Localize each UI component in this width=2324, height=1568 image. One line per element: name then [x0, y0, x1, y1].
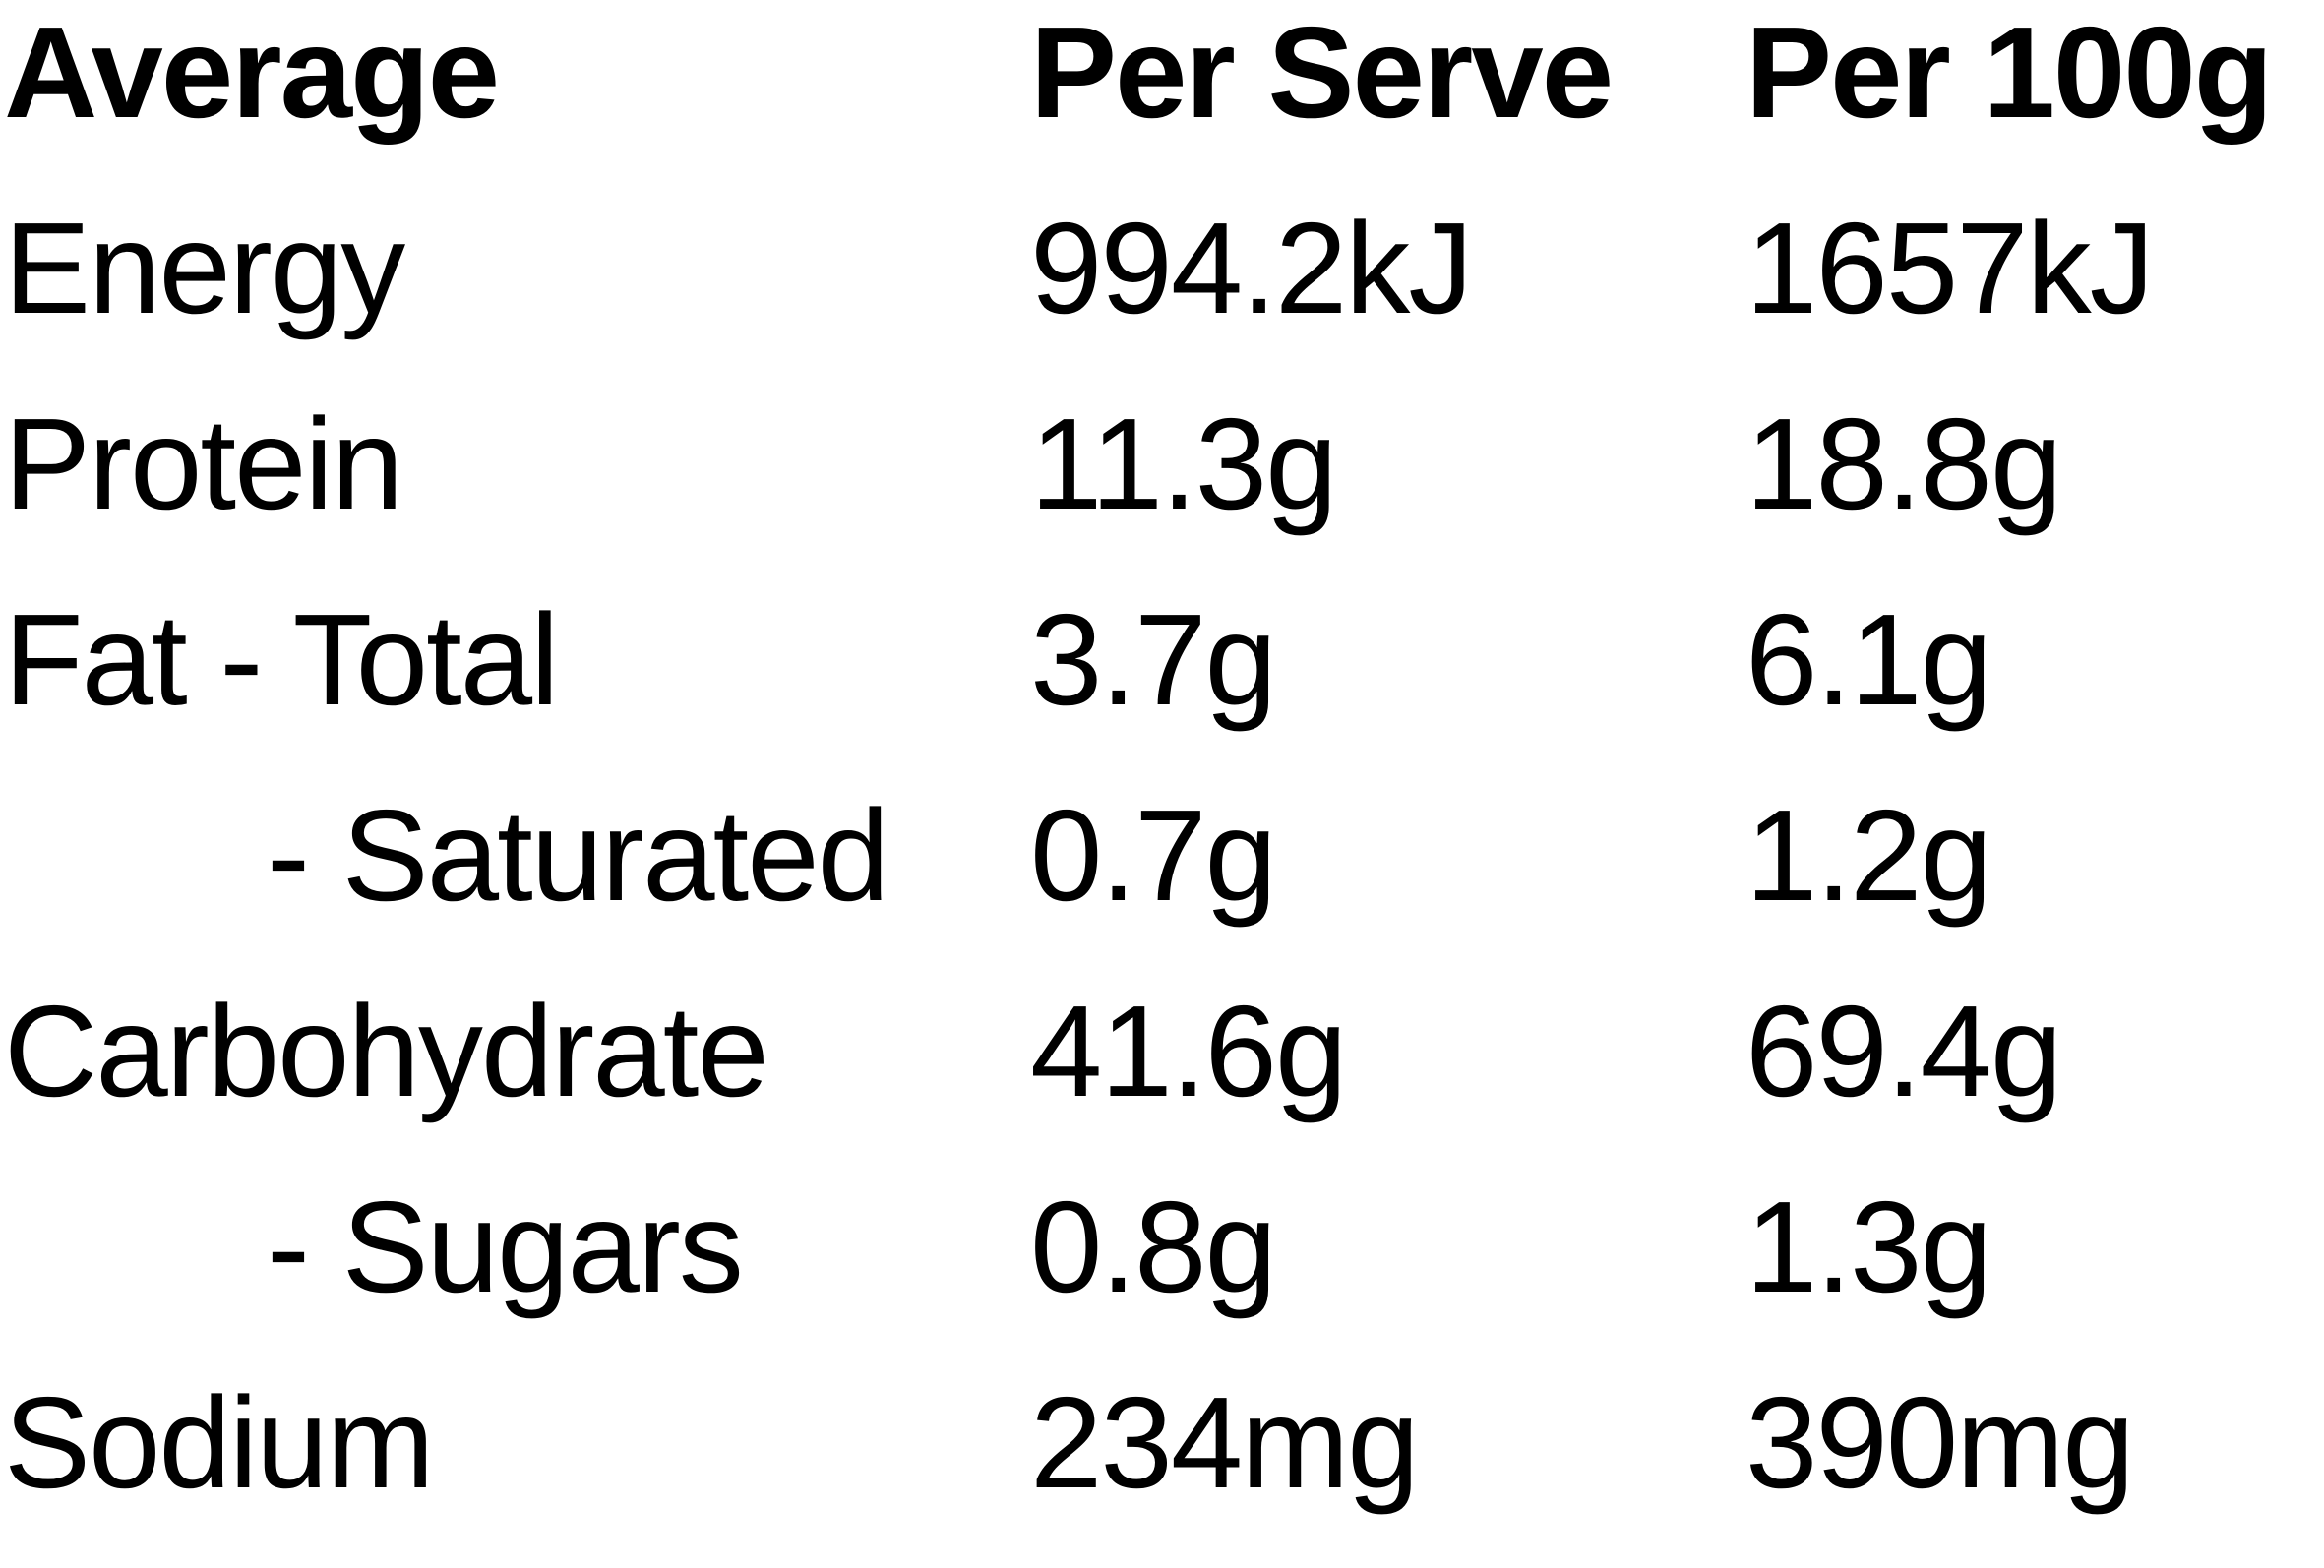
row-label: Sodium — [4, 1370, 435, 1515]
value-cell: 3.7g — [1030, 587, 1277, 732]
value-cell: 6.1g — [1745, 587, 1992, 732]
row-label: Fat - Total — [4, 587, 559, 732]
value-cell: 69.4g — [1745, 979, 2062, 1123]
header-cell: Per Serve — [1030, 0, 1614, 145]
value-cell: 994.2kJ — [1030, 196, 1473, 340]
row-label: - Sugars — [267, 1175, 744, 1319]
value-cell: 0.7g — [1030, 783, 1277, 928]
value-cell: 18.8g — [1745, 392, 2062, 536]
value-cell: 390mg — [1745, 1370, 2135, 1515]
row-label: - Saturated — [267, 783, 889, 928]
header-cell: Per 100g — [1745, 0, 2273, 145]
value-cell: 1657kJ — [1745, 196, 2155, 340]
value-cell: 1.2g — [1745, 783, 1992, 928]
value-cell: 11.3g — [1030, 392, 1338, 536]
value-cell: 234mg — [1030, 1370, 1420, 1515]
row-label: Energy — [4, 196, 405, 340]
value-cell: 0.8g — [1030, 1175, 1277, 1319]
value-cell: 1.3g — [1745, 1175, 1992, 1319]
value-cell: 41.6g — [1030, 979, 1347, 1123]
row-label: Carbohydrate — [4, 979, 769, 1123]
row-label: Protein — [4, 392, 403, 536]
header-cell: Average — [4, 0, 500, 145]
